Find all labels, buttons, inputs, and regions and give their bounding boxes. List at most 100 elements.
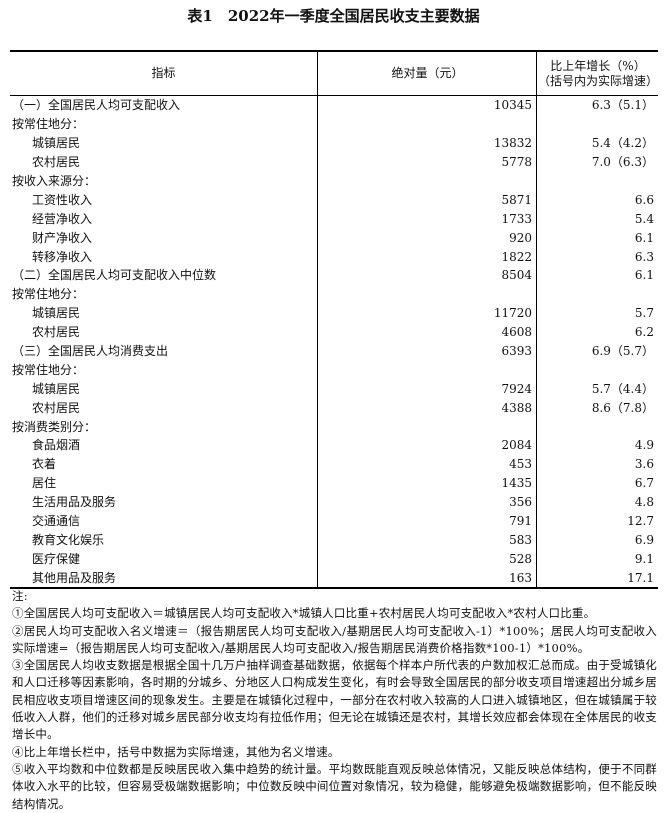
row-value: 5778 [317, 152, 537, 172]
table-row: （三）全国居民人均消费支出 6393 6.9（5.7） [10, 341, 658, 361]
table-row: 按常住地分： [10, 284, 659, 304]
row-growth: 4.9 [634, 438, 654, 453]
table-row: 按消费类别分： [10, 417, 659, 437]
row-label: 教育文化娱乐 [10, 530, 318, 550]
note-item: ⑤收入平均数和中位数都是反映居民收入集中趋势的统计量。平均数既能直观反映总体情况… [12, 761, 657, 811]
table-row: 按常住地分： [10, 360, 658, 380]
row-label: 按消费类别分： [10, 417, 318, 437]
table-header-row: 指标 绝对量（元） 比上年增长（%） （括号内为实际增速） [10, 51, 658, 96]
row-value: 2084 [317, 436, 537, 455]
table-row: 农村居民 4388 8.6（7.8） [10, 398, 658, 418]
row-value: 6393 [317, 341, 537, 361]
row-label: 城镇居民 [10, 379, 318, 399]
table-row: 农村居民 4608 6.2 [10, 322, 658, 342]
row-label: 衣着 [10, 454, 318, 474]
row-label: 食品烟酒 [10, 436, 318, 455]
row-growth: 17.1 [627, 570, 654, 585]
income-expenditure-table: 指标 绝对量（元） 比上年增长（%） （括号内为实际增速） （一）全国居民人均可… [10, 50, 658, 589]
row-label: 按常住地分： [10, 284, 318, 304]
row-label: 按常住地分： [10, 360, 318, 380]
row-value: 920 [317, 228, 537, 248]
row-value: 163 [317, 568, 537, 589]
row-label: 按常住地分： [10, 114, 318, 134]
row-growth: 6.3 [634, 249, 654, 264]
table-row: 教育文化娱乐 583 6.9 [10, 530, 658, 550]
row-growth [537, 172, 659, 191]
row-value [317, 360, 537, 380]
row-growth [537, 417, 659, 436]
row-growth: 6.7 [634, 476, 654, 491]
row-label: 经营净收入 [10, 209, 318, 229]
note-item: ②居民人均可支配收入名义增速＝（报告期居民人均可支配收入/基期居民人均可支配收入… [12, 623, 657, 655]
row-value [317, 417, 537, 437]
row-growth: 5.4（4.2） [591, 136, 654, 151]
table-row: 衣着 453 3.6 [10, 454, 658, 474]
row-growth: 9.1 [634, 551, 654, 566]
table-row: 按常住地分： [10, 114, 658, 134]
row-value: 528 [317, 549, 537, 569]
row-value: 5871 [317, 190, 537, 210]
row-label: 城镇居民 [10, 303, 318, 323]
row-label: 农村居民 [10, 152, 318, 172]
notes: 注: ①全国居民人均可支配收入＝城镇居民人均可支配收入*城镇人口比重+农村居民人均… [12, 588, 657, 813]
row-value: 13832 [317, 133, 537, 153]
header-growth-line1: 比上年增长（%） [550, 58, 646, 73]
row-label: 交通通信 [10, 511, 318, 531]
row-value: 8504 [317, 266, 537, 285]
table-row: 城镇居民 11720 5.7 [10, 303, 658, 323]
row-label: （三）全国居民人均消费支出 [10, 341, 318, 361]
notes-heading: 注: [12, 589, 28, 603]
row-label: 医疗保健 [10, 549, 318, 569]
row-value: 7924 [317, 379, 537, 399]
row-value: 10345 [317, 95, 537, 115]
header-growth: 比上年增长（%） （括号内为实际增速） [536, 51, 659, 96]
table-row: 经营净收入 1733 5.4 [10, 209, 658, 229]
row-value: 1435 [317, 473, 537, 493]
table-row: 生活用品及服务 356 4.8 [10, 492, 658, 512]
table-row: 财产净收入 920 6.1 [10, 228, 658, 248]
row-growth: 5.4 [634, 211, 654, 226]
row-value: 583 [317, 530, 537, 550]
header-indicator: 指标 [10, 51, 318, 96]
row-value: 1822 [317, 247, 537, 267]
row-growth [537, 285, 659, 304]
row-growth: 6.2 [634, 325, 654, 340]
row-label: （一）全国居民人均可支配收入 [10, 95, 318, 115]
header-growth-line2: （括号内为实际增速） [538, 73, 659, 88]
row-growth: 6.9 [634, 532, 654, 547]
row-label: 按收入来源分： [10, 171, 318, 191]
row-value: 11720 [317, 303, 537, 323]
row-growth: 6.3（5.1） [591, 98, 654, 113]
table-row: 按收入来源分： [10, 171, 659, 191]
row-growth: 6.1 [634, 230, 654, 245]
table-row: 交通通信 791 12.7 [10, 511, 658, 531]
row-label: 其他用品及服务 [10, 568, 318, 589]
row-label: 农村居民 [10, 322, 318, 342]
row-growth: 6.9（5.7） [591, 344, 654, 359]
table-row: （一）全国居民人均可支配收入 10345 6.3（5.1） [10, 95, 658, 115]
row-value: 791 [317, 511, 537, 531]
row-growth: 12.7 [627, 514, 654, 529]
row-label: （二）全国居民人均可支配收入中位数 [10, 266, 318, 285]
row-growth: 8.6（7.8） [591, 400, 654, 415]
row-label: 财产净收入 [10, 228, 318, 248]
row-value [317, 114, 537, 134]
table-row: 城镇居民 13832 5.4（4.2） [10, 133, 658, 153]
note-item: ③全国居民人均收支数据是根据全国十几万户抽样调查基础数据，依据每个样本户所代表的… [12, 658, 657, 742]
table-row: 食品烟酒 2084 4.9 [10, 436, 658, 455]
row-value: 1733 [317, 209, 537, 229]
row-growth: 3.6 [634, 457, 654, 472]
row-growth: 4.8 [634, 495, 654, 510]
table-row: 其他用品及服务 163 17.1 [10, 568, 658, 589]
table-row: 城镇居民 7924 5.7（4.4） [10, 379, 658, 399]
row-value [317, 171, 537, 191]
table-row: 农村居民 5778 7.0（6.3） [10, 152, 658, 172]
row-label: 转移净收入 [10, 247, 318, 267]
row-value: 4608 [317, 322, 537, 342]
note-item: ①全国居民人均可支配收入＝城镇居民人均可支配收入*城镇人口比重+农村居民人均可支… [12, 606, 596, 621]
row-growth: 5.7 [634, 306, 654, 321]
header-absolute: 绝对量（元） [317, 51, 537, 96]
table-row: 医疗保健 528 9.1 [10, 549, 658, 569]
table-row: 居住 1435 6.7 [10, 473, 658, 493]
table-row: （二）全国居民人均可支配收入中位数 8504 6.1 [10, 266, 658, 285]
